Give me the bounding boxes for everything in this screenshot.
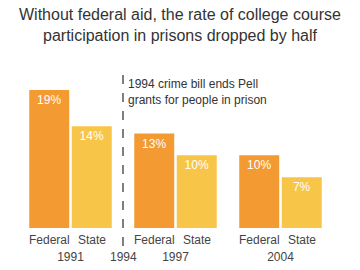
svg-text:State: State [183, 233, 211, 247]
svg-text:13%: 13% [142, 137, 166, 151]
svg-text:7%: 7% [293, 180, 311, 194]
svg-text:1997: 1997 [162, 250, 189, 264]
svg-text:Without federal aid, the rate: Without federal aid, the rate of college… [19, 6, 341, 44]
svg-text:Federal: Federal [134, 233, 175, 247]
svg-text:14%: 14% [80, 129, 104, 143]
svg-text:19%: 19% [37, 93, 61, 107]
svg-text:1994: 1994 [110, 250, 137, 264]
svg-text:10%: 10% [185, 158, 209, 172]
svg-text:1994 crime bill ends Pellgrant: 1994 crime bill ends Pellgrants for peop… [128, 77, 267, 107]
svg-text:1991: 1991 [57, 250, 84, 264]
svg-text:10%: 10% [247, 158, 271, 172]
svg-text:Federal: Federal [239, 233, 280, 247]
svg-text:2004: 2004 [267, 250, 294, 264]
svg-text:Federal: Federal [29, 233, 70, 247]
svg-text:State: State [288, 233, 316, 247]
svg-text:State: State [78, 233, 106, 247]
